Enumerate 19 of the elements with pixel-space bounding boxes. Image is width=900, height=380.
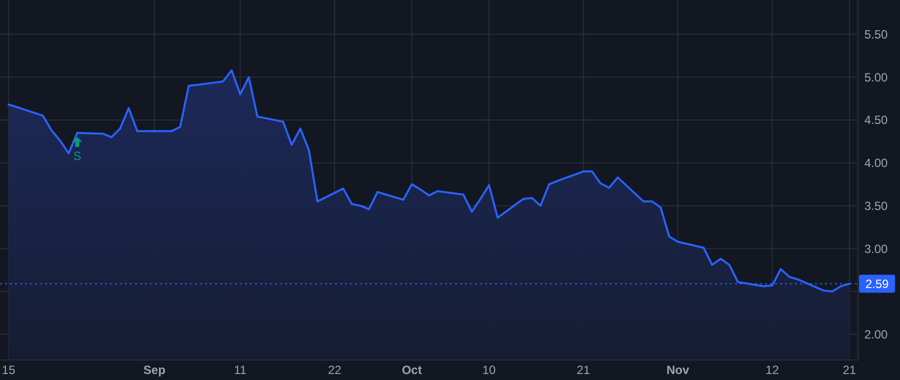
annotation: S <box>73 148 82 163</box>
ref-line-label: 2.59 <box>865 276 889 291</box>
x-tick-label: Nov <box>666 363 690 378</box>
x-tick-label: 22 <box>328 363 342 378</box>
x-tick-label: 11 <box>234 363 247 378</box>
x-tick-label: 21 <box>576 363 590 378</box>
x-tick-label: 12 <box>766 363 780 378</box>
y-tick-label: 4.50 <box>864 113 888 128</box>
x-tick-label: 10 <box>482 363 496 378</box>
y-tick-label: 3.50 <box>864 198 888 213</box>
x-tick-label: 15 <box>2 363 16 378</box>
y-tick-label: 5.00 <box>864 70 888 84</box>
x-tick-label: Sep <box>143 363 166 378</box>
y-tick-label: 3.00 <box>864 242 888 256</box>
y-tick-label: 5.50 <box>864 27 888 42</box>
y-tick-label: 2.00 <box>864 327 888 342</box>
y-tick-label: 4.00 <box>864 156 888 170</box>
x-tick-label: 21 <box>842 363 856 378</box>
x-tick-label: Oct <box>402 363 422 378</box>
